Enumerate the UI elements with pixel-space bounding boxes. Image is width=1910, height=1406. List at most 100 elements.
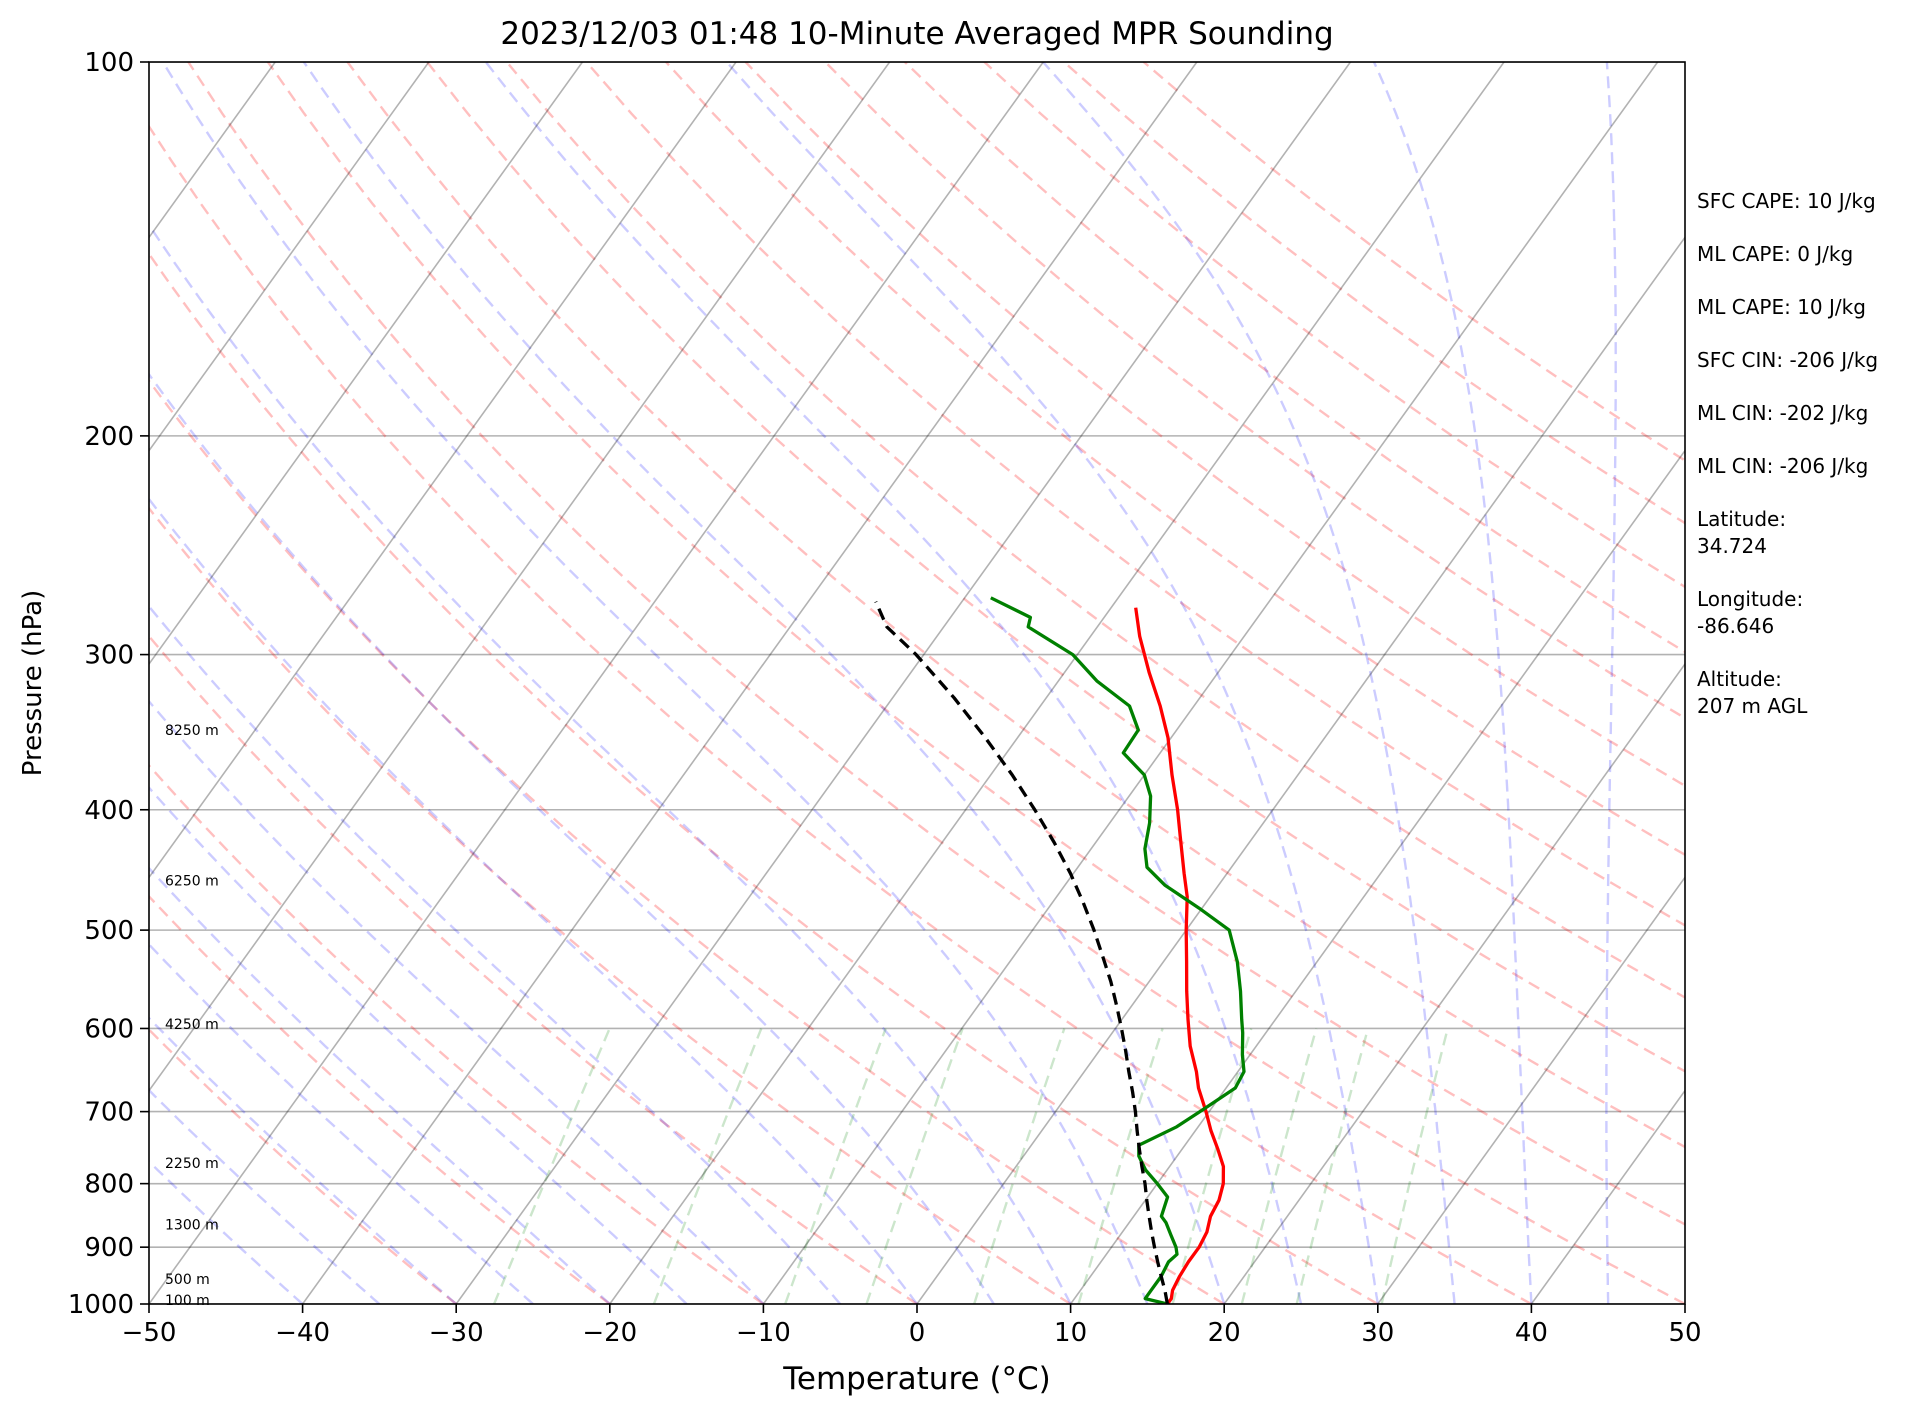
ml-cape-text: ML CAPE: 0 J/kg — [1697, 242, 1854, 266]
isotherm-line — [1223, 662, 1685, 1304]
x-tick-label: 50 — [1668, 1318, 1701, 1348]
moist-adiabat-line — [302, 62, 1226, 1304]
parcel-line — [874, 601, 1170, 1304]
dry-adiabat-line — [149, 124, 1532, 1304]
height-labels: 100 m 500 m 1300 m 2250 m 4250 m 6250 m 8250 m — [165, 723, 219, 1309]
x-tick-label: −40 — [275, 1318, 330, 1348]
isotherm-line — [149, 62, 737, 879]
sfc-cin-text: SFC CIN: -206 J/kg — [1697, 348, 1879, 372]
moist-adiabat-line — [484, 62, 1303, 1304]
isotherm-line — [1530, 1089, 1685, 1304]
isotherm-line — [609, 62, 1505, 1304]
temperature-line — [1134, 607, 1226, 1304]
dry-adiabat-line — [149, 763, 765, 1304]
y-tick-label: 400 — [84, 796, 134, 826]
ml-cin-text: ML CIN: -202 J/kg — [1697, 401, 1869, 425]
moist-adiabat-line — [149, 372, 995, 1304]
x-tick-label: −10 — [736, 1318, 791, 1348]
ml-cape-text: ML CAPE: 10 J/kg — [1697, 295, 1866, 319]
sfc-cape-text: SFC CAPE: 10 J/kg — [1697, 189, 1876, 213]
mixing-ratio-line — [1171, 1028, 1253, 1304]
altitude-label: Altitude: — [1697, 667, 1782, 691]
mixing-ratio-line — [1240, 1028, 1318, 1304]
moist-adiabat-line — [149, 497, 918, 1304]
isotherm-line — [916, 235, 1685, 1304]
dry-adiabat-line — [346, 62, 1685, 1149]
altitude-value: 207 m AGL — [1697, 694, 1808, 718]
moist-adiabat-line — [161, 62, 1149, 1304]
mixing-ratio-line — [1077, 1028, 1164, 1304]
height-label: 1300 m — [165, 1218, 219, 1234]
moist-adiabat-line — [1605, 62, 1617, 1304]
dry-adiabat-line — [426, 62, 1685, 1073]
height-label: 2250 m — [165, 1156, 219, 1172]
y-tick-label: 200 — [84, 422, 134, 452]
latitude-label: Latitude: — [1697, 507, 1787, 531]
mixing-ratio-line — [492, 1028, 611, 1304]
mixing-ratio-line — [784, 1028, 887, 1304]
isotherm-line — [301, 62, 1198, 1304]
y-tick-label: 900 — [84, 1233, 134, 1263]
dry-adiabat-line — [149, 251, 1379, 1304]
dewpoint-line — [990, 596, 1246, 1304]
longitude-block: Longitude: -86.646 — [1697, 586, 1907, 640]
moist-adiabat-line — [149, 866, 611, 1304]
isotherm-line — [762, 62, 1659, 1304]
y-tick-label: 600 — [84, 1014, 134, 1044]
height-label: 6250 m — [165, 873, 219, 889]
moist-adiabat-line — [149, 785, 688, 1304]
mixing-ratio-line — [1295, 1028, 1370, 1304]
x-tick-label: −20 — [582, 1318, 637, 1348]
moist-adiabat-line — [149, 222, 1072, 1304]
dry-adiabat-line — [149, 378, 1225, 1304]
mixing-ratio-line — [1380, 1028, 1449, 1304]
mixing-ratio-line — [865, 1028, 964, 1304]
mixing-ratio-line — [973, 1028, 1066, 1304]
ml-cin-text: ML CIN: -206 J/kg — [1697, 454, 1869, 478]
isotherm-line — [1377, 875, 1685, 1304]
y-tick-label: 100 — [84, 48, 134, 78]
dry-adiabat-line — [505, 62, 1685, 999]
x-tick-label: −50 — [122, 1318, 177, 1348]
height-label: 8250 m — [165, 723, 219, 739]
dry-adiabat-line — [149, 894, 611, 1304]
x-tick-label: 0 — [909, 1318, 926, 1348]
y-axis-label: Pressure (hPa) — [18, 590, 48, 777]
y-tick-label: 300 — [84, 641, 134, 671]
dry-adiabat-line — [149, 634, 918, 1304]
moist-adiabat-line — [149, 604, 842, 1304]
x-tick-label: 20 — [1208, 1318, 1241, 1348]
longitude-value: -86.646 — [1697, 614, 1775, 638]
height-label: 500 m — [165, 1272, 210, 1288]
y-tick-label: 500 — [84, 916, 134, 946]
x-tick-label: 30 — [1361, 1318, 1394, 1348]
stats-panel: SFC CAPE: 10 J/kg ML CAPE: 0 J/kg ML CAP… — [1697, 188, 1907, 746]
isotherm-line — [149, 62, 430, 453]
x-tick-label: 40 — [1515, 1318, 1548, 1348]
moist-adiabat-line — [149, 699, 765, 1304]
isotherm-line — [149, 62, 891, 1093]
x-tick-label: 10 — [1054, 1318, 1087, 1348]
axes: −50 −40 −30 −20 −10 0 10 20 30 40 50 100 200 300 400 50… — [68, 48, 1702, 1348]
background-grid — [149, 62, 1685, 1304]
moist-adiabat-line — [1372, 62, 1533, 1304]
y-tick-label: 700 — [84, 1098, 134, 1128]
height-label: 100 m — [165, 1293, 210, 1309]
dry-adiabat-line — [149, 1027, 457, 1304]
height-label: 4250 m — [165, 1017, 219, 1033]
moist-adiabat-line — [149, 1016, 457, 1304]
latitude-value: 34.724 — [1697, 534, 1767, 558]
profile-lines — [874, 596, 1246, 1304]
moist-adiabat-line — [149, 942, 534, 1304]
isotherm-line — [455, 62, 1352, 1304]
longitude-label: Longitude: — [1697, 587, 1804, 611]
dry-adiabat-line — [983, 62, 1685, 589]
y-tick-label: 1000 — [68, 1290, 134, 1320]
isotherm-line — [149, 62, 1044, 1304]
latitude-block: Latitude: 34.724 — [1697, 506, 1907, 560]
dry-adiabat-line — [744, 62, 1685, 788]
dry-adiabat-line — [665, 62, 1685, 857]
dry-adiabat-line — [266, 62, 1685, 1226]
x-axis-label: Temperature (°C) — [782, 1361, 1051, 1397]
